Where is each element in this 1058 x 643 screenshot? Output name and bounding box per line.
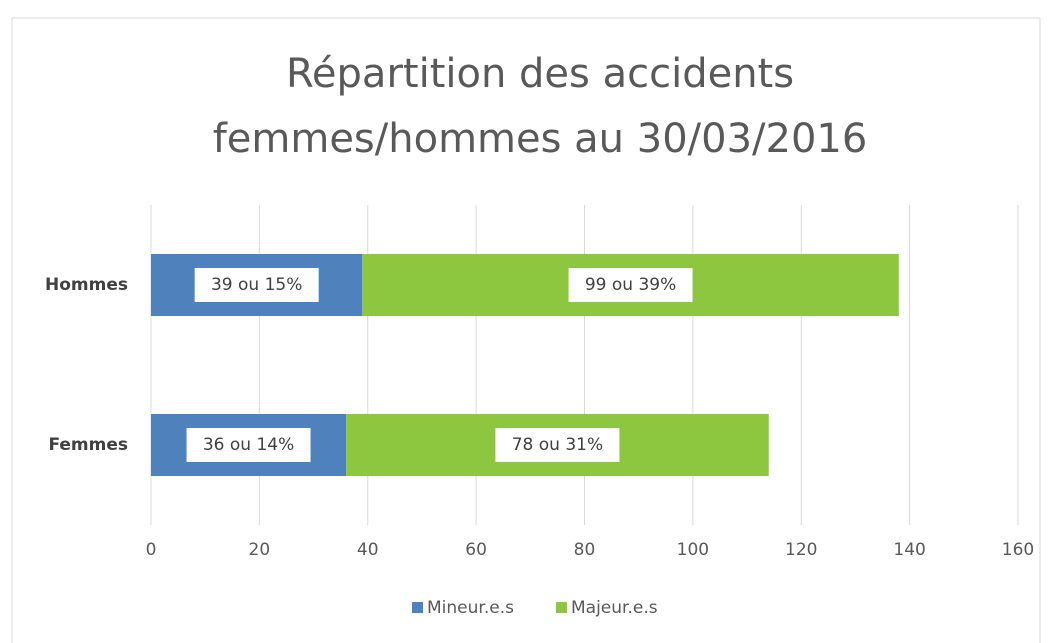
legend-swatch — [412, 602, 423, 613]
y-tick-label: Femmes — [48, 435, 128, 455]
x-tick-label: 140 — [893, 540, 925, 560]
y-tick-label: Hommes — [45, 275, 128, 295]
x-tick-label: 40 — [357, 540, 379, 560]
chart-title: Répartition des accidents — [286, 51, 794, 97]
legend-label: Majeur.e.s — [571, 598, 658, 618]
x-tick-label: 120 — [785, 540, 817, 560]
value-label: 78 ou 31% — [512, 435, 603, 455]
value-label: 36 ou 14% — [203, 435, 294, 455]
chart-title: femmes/hommes au 30/03/2016 — [213, 116, 868, 162]
chart-border — [11, 17, 1041, 643]
legend-label: Mineur.e.s — [427, 598, 514, 618]
x-tick-label: 20 — [249, 540, 271, 560]
x-tick-label: 0 — [146, 540, 157, 560]
value-label: 99 ou 39% — [585, 275, 676, 295]
value-label-box — [186, 428, 311, 462]
value-label-box — [194, 268, 319, 302]
value-label-box — [495, 428, 620, 462]
value-label-box — [568, 268, 693, 302]
x-tick-label: 160 — [1002, 540, 1034, 560]
x-tick-label: 100 — [677, 540, 709, 560]
legend-swatch — [556, 602, 567, 613]
value-label: 39 ou 15% — [211, 275, 302, 295]
x-tick-label: 80 — [574, 540, 596, 560]
x-tick-label: 60 — [465, 540, 487, 560]
